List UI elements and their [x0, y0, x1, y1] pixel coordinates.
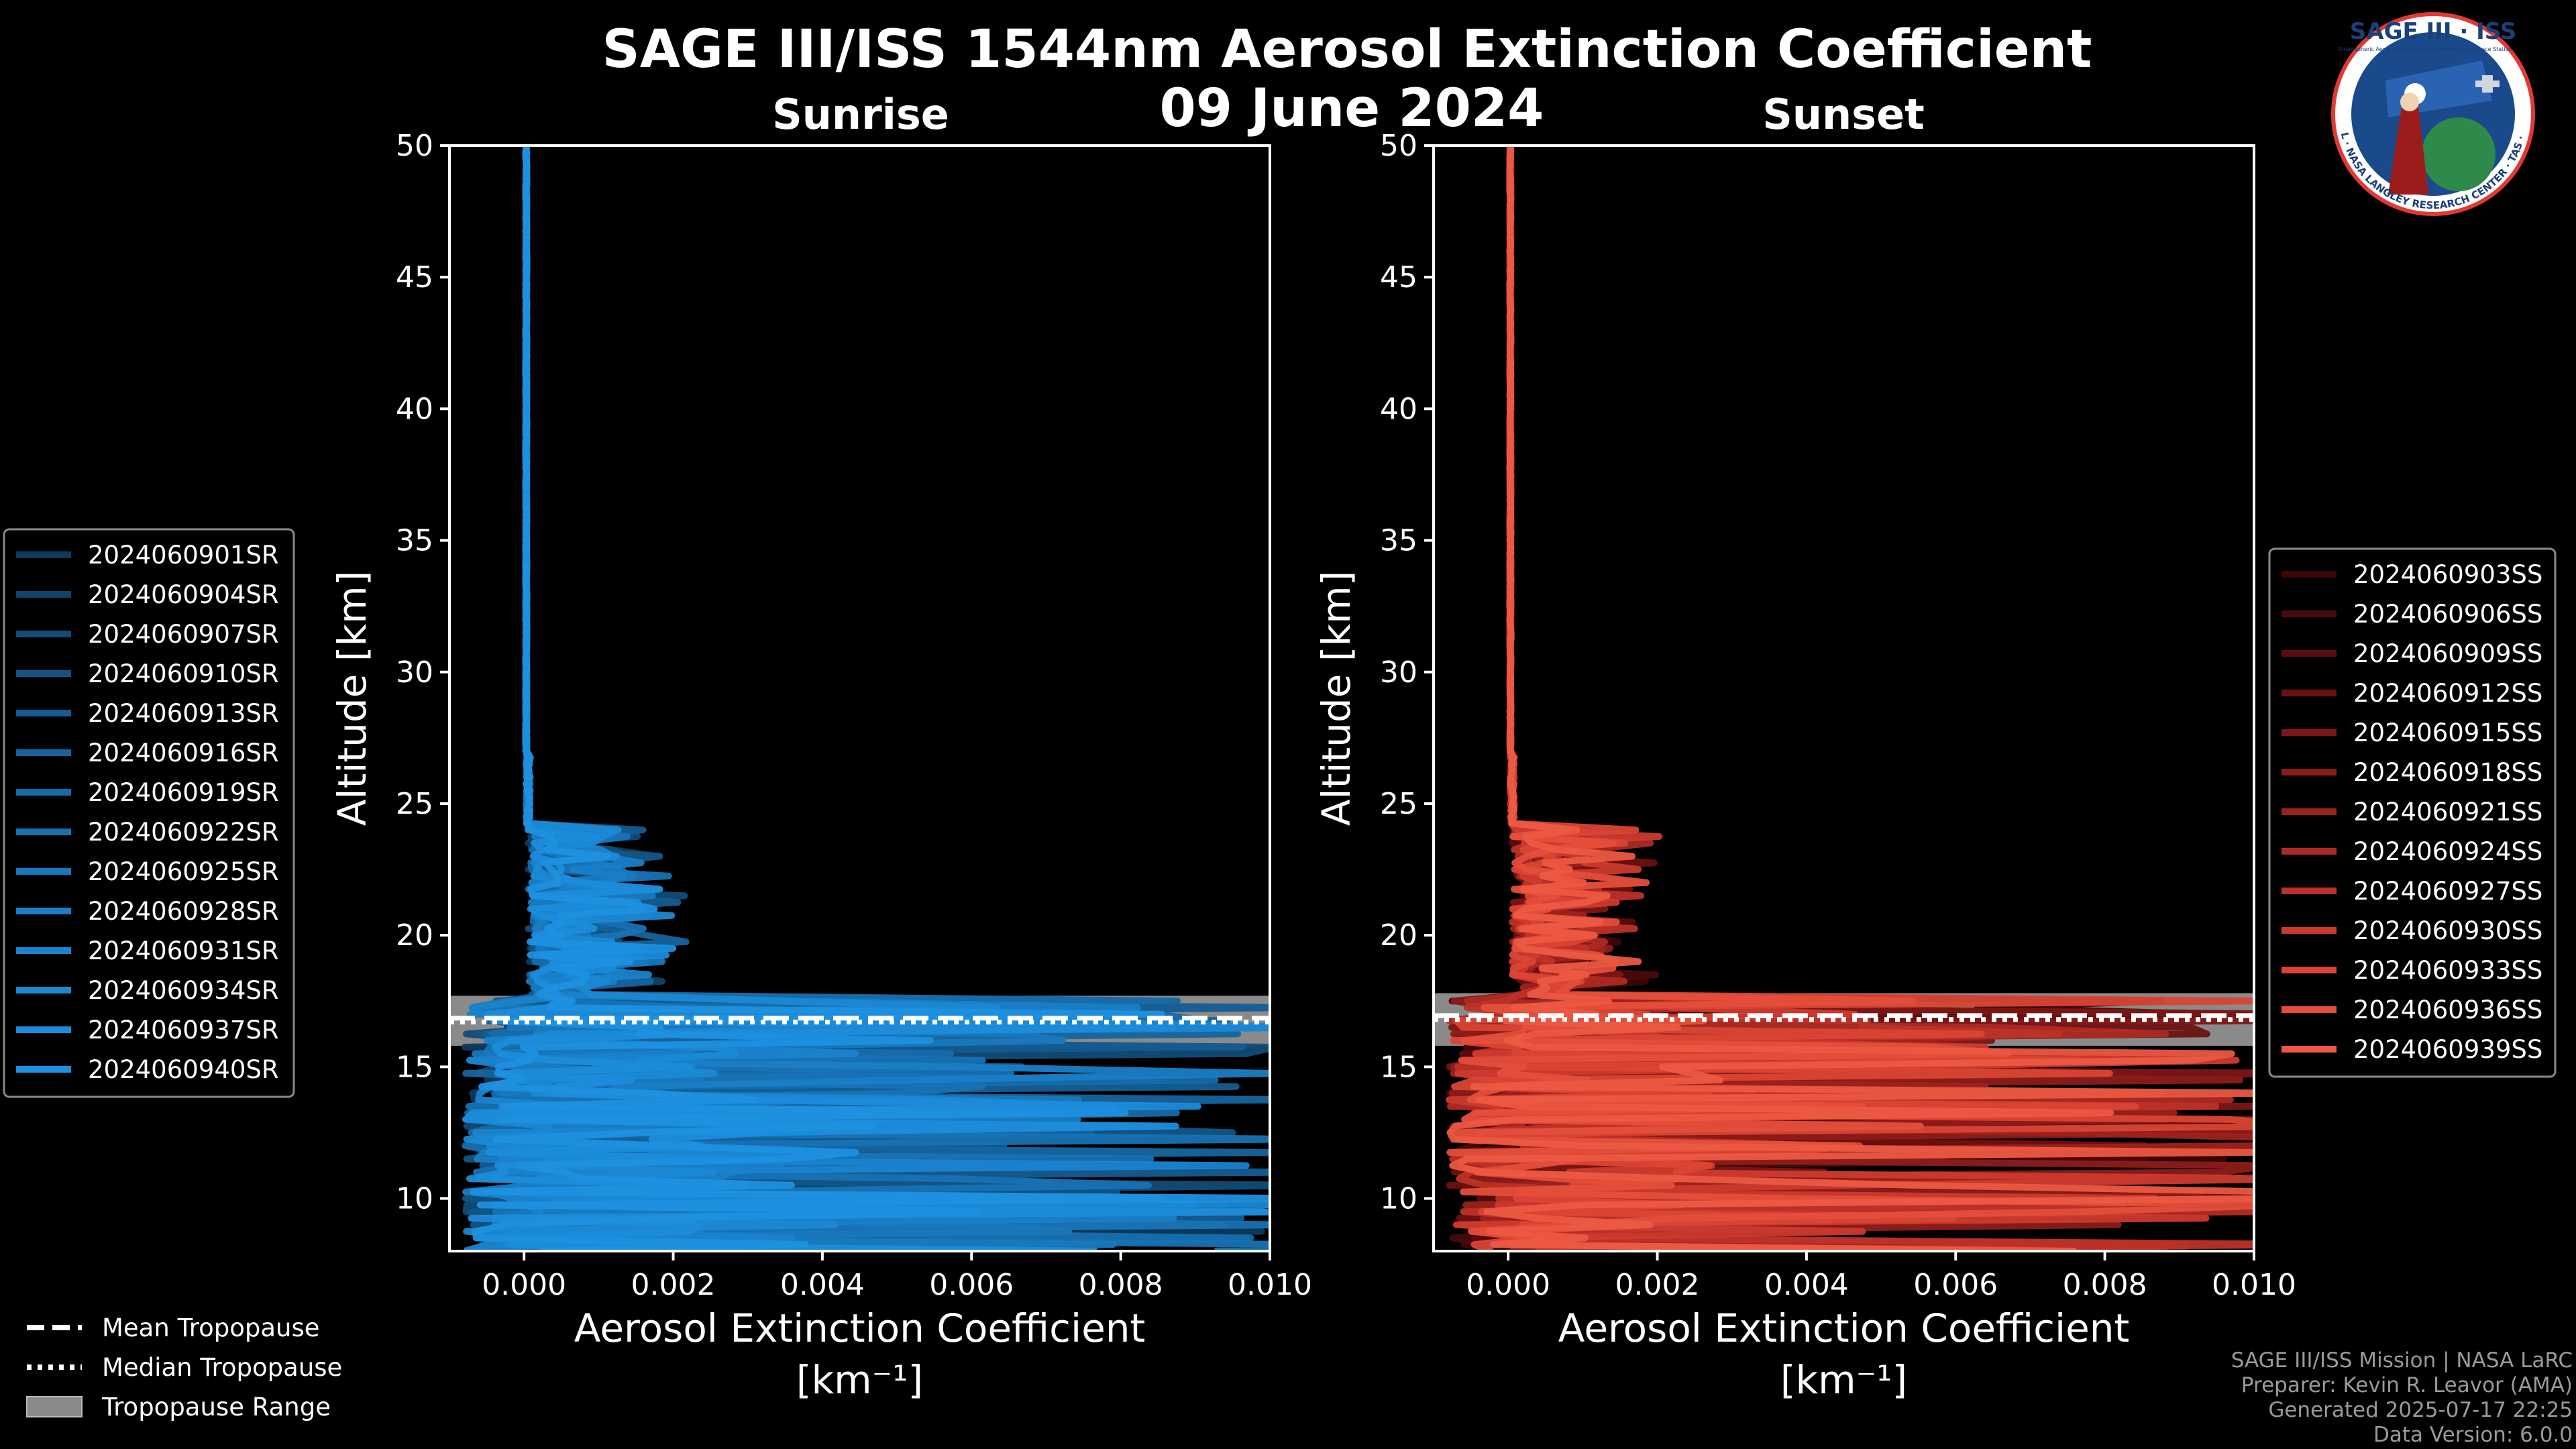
- legend-label-2024060903SS: 2024060903SS: [2353, 560, 2542, 589]
- y-tick-label: 10: [396, 1182, 433, 1216]
- x-tick-label: 0.008: [2063, 1268, 2147, 1302]
- legend-label-2024060939SS: 2024060939SS: [2353, 1035, 2542, 1064]
- legend-label-2024060933SS: 2024060933SS: [2353, 956, 2542, 985]
- legend-label-2024060915SS: 2024060915SS: [2353, 718, 2542, 747]
- y-tick-label: 45: [1380, 260, 1417, 294]
- legend-mean-tropopause-label: Mean Tropopause: [102, 1313, 320, 1342]
- y-tick-label: 45: [396, 260, 433, 294]
- credits-line-4: Data Version: 6.0.0: [2373, 1423, 2573, 1447]
- legend-label-2024060924SS: 2024060924SS: [2353, 837, 2542, 866]
- y-tick-label: 10: [1380, 1182, 1417, 1216]
- logo-earth-icon: [2422, 117, 2496, 191]
- legend-label-2024060940SR: 2024060940SR: [88, 1055, 279, 1084]
- y-tick-label: 30: [1380, 655, 1417, 690]
- legend-label-2024060928SR: 2024060928SR: [88, 897, 279, 926]
- y-tick-label: 35: [1380, 524, 1417, 558]
- x-tick-label: 0.006: [1913, 1268, 1998, 1302]
- x-axis-label: Aerosol Extinction Coefficient: [574, 1305, 1146, 1351]
- credits-line-1: SAGE III/ISS Mission | NASA LaRC: [2231, 1348, 2573, 1373]
- x-tick-label: 0.006: [929, 1268, 1014, 1302]
- y-tick-label: 30: [396, 655, 433, 690]
- logo-subtitle-left: Stratospheric Aerosol and Gas Experiment…: [2338, 46, 2458, 52]
- legend-label-2024060910SR: 2024060910SR: [88, 659, 279, 688]
- logo-iss-module-icon: [2482, 75, 2493, 93]
- legend-median-tropopause-label: Median Tropopause: [102, 1353, 342, 1382]
- panel-title-sunrise: Sunrise: [772, 90, 949, 139]
- x-tick-label: 0.010: [1228, 1268, 1312, 1302]
- profile-line-2024060939SS: [1446, 146, 2254, 1251]
- sunrise-legend: 2024060901SR 2024060904SR 2024060907SR 2024…: [3, 528, 295, 1098]
- legend-label-2024060901SR: 2024060901SR: [88, 541, 279, 570]
- x-tick-label: 0.004: [1764, 1268, 1849, 1302]
- chart-date: 09 June 2024: [1160, 78, 1544, 139]
- legend-label-2024060922SR: 2024060922SR: [88, 818, 279, 847]
- panel-title-sunset: Sunset: [1762, 90, 1925, 139]
- tropopause-legend: Mean Tropopause Median Tropopause Tropopau…: [26, 1313, 342, 1421]
- y-tick-label: 25: [1380, 787, 1417, 821]
- x-tick-label: 0.000: [1466, 1268, 1550, 1302]
- x-tick-label: 0.008: [1079, 1268, 1163, 1302]
- profile-lines: [1446, 146, 2254, 1251]
- y-tick-label: 15: [1380, 1050, 1417, 1084]
- x-tick-label: 0.002: [631, 1268, 716, 1302]
- chart-title: SAGE III/ISS 1544nm Aerosol Extinction C…: [602, 19, 2092, 80]
- legend-label-2024060918SS: 2024060918SS: [2353, 758, 2542, 787]
- legend-label-2024060937SR: 2024060937SR: [88, 1016, 279, 1044]
- y-tick-label: 40: [1380, 392, 1417, 426]
- legend-label-2024060934SR: 2024060934SR: [88, 976, 279, 1005]
- y-axis-label: Altitude [km]: [1313, 571, 1359, 826]
- x-tick-label: 0.000: [482, 1268, 566, 1302]
- y-tick-label: 15: [396, 1050, 433, 1084]
- y-tick-label: 50: [1380, 129, 1417, 163]
- legend-label-2024060925SR: 2024060925SR: [88, 857, 279, 886]
- x-axis-label: Aerosol Extinction Coefficient: [1558, 1305, 2130, 1351]
- y-tick-label: 20: [396, 918, 433, 953]
- y-tick-label: 25: [396, 787, 433, 821]
- logo-figure-icon: [2388, 107, 2428, 195]
- x-tick-label: 0.004: [780, 1268, 865, 1302]
- sunset-panel: Sunset 10 15 20 25 30 35 40 45 50 0.000 0.002 0.004 0…: [1313, 90, 2296, 1403]
- legend-label-2024060936SS: 2024060936SS: [2353, 996, 2542, 1024]
- legend-label-2024060909SS: 2024060909SS: [2353, 639, 2542, 668]
- legend-tropopause-range-swatch: [26, 1396, 83, 1417]
- legend-label-2024060906SS: 2024060906SS: [2353, 600, 2542, 629]
- sunset-legend: 2024060903SS 2024060906SS 2024060909SS 2024…: [2268, 547, 2557, 1078]
- legend-box: [3, 528, 295, 1098]
- legend-label-2024060930SS: 2024060930SS: [2353, 916, 2542, 945]
- legend-label-2024060913SR: 2024060913SR: [88, 699, 279, 728]
- legend-label-2024060916SR: 2024060916SR: [88, 739, 279, 767]
- plot-frame: [448, 144, 1271, 1252]
- logo-face-icon: [2400, 93, 2419, 111]
- x-tick-label: 0.010: [2212, 1268, 2296, 1302]
- profile-line-2024060940SR: [470, 146, 1270, 1251]
- legend-range-tropopause-label: Tropopause Range: [101, 1393, 331, 1421]
- credits-block: SAGE III/ISS Mission | NASA LaRC Prepare…: [2231, 1348, 2573, 1447]
- credits-line-3: Generated 2025-07-17 22:25: [2268, 1398, 2573, 1422]
- legend-label-2024060919SR: 2024060919SR: [88, 778, 279, 807]
- legend-label-2024060907SR: 2024060907SR: [88, 620, 279, 649]
- credits-line-2: Preparer: Kevin R. Leavor (AMA): [2241, 1373, 2573, 1397]
- logo-subtitle-right: International Space Station: [2439, 46, 2512, 52]
- y-axis-label: Altitude [km]: [329, 571, 375, 826]
- legend-label-2024060904SR: 2024060904SR: [88, 580, 279, 609]
- y-tick-label: 50: [396, 129, 433, 163]
- sunrise-panel: Sunrise 10 15 20 25 30 35 40 45 50 0.000 0.002 0.004…: [329, 90, 1312, 1403]
- legend-label-2024060927SS: 2024060927SS: [2353, 877, 2542, 906]
- x-axis-unit: [km⁻¹]: [1780, 1357, 1907, 1403]
- logo-name: SAGE III · ISS: [2350, 18, 2516, 45]
- x-tick-label: 0.002: [1615, 1268, 1700, 1302]
- y-tick-label: 40: [396, 392, 433, 426]
- legend-label-2024060912SS: 2024060912SS: [2353, 679, 2542, 708]
- y-tick-label: 20: [1380, 918, 1417, 953]
- legend-box: [2268, 547, 2557, 1078]
- profile-lines: [462, 146, 1270, 1251]
- x-axis-unit: [km⁻¹]: [796, 1357, 923, 1403]
- legend-label-2024060931SR: 2024060931SR: [88, 936, 279, 965]
- y-tick-label: 35: [396, 524, 433, 558]
- legend-label-2024060921SS: 2024060921SS: [2353, 798, 2542, 826]
- plot-frame: [1432, 144, 2255, 1252]
